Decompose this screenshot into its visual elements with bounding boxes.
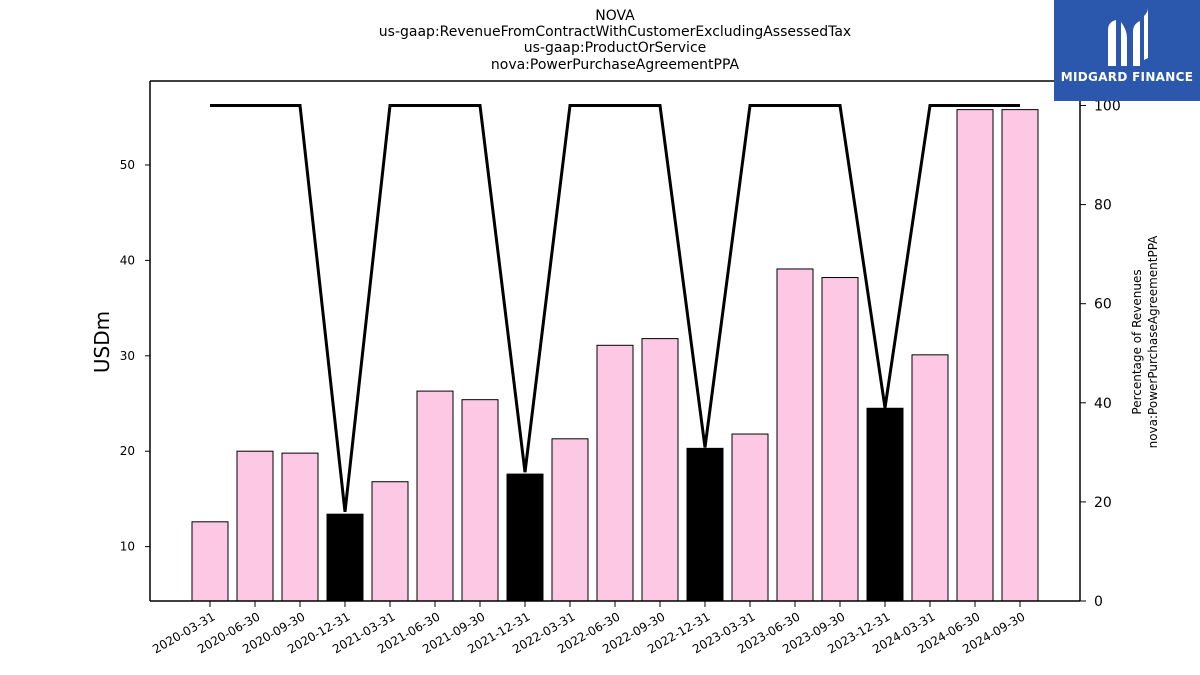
right-tick-label: 80	[1094, 198, 1112, 214]
bar-2022-09-30	[641, 338, 679, 602]
percentage-line-series	[210, 104, 1020, 512]
y-axis-label-right: Percentage of Revenues nova:PowerPurchas…	[1130, 235, 1160, 449]
title-line-2: us-gaap:RevenueFromContractWithCustomerE…	[379, 24, 851, 40]
y-axis-label-left: USDm	[90, 311, 114, 373]
title-line-1: NOVA	[595, 8, 635, 24]
bar-2021-03-31	[371, 481, 409, 602]
title-line-3: us-gaap:ProductOrService	[524, 40, 707, 56]
left-tick-label: 20	[120, 444, 135, 458]
logo-text: MIDGARD FINANCE	[1060, 70, 1194, 84]
bar-2021-09-30	[461, 399, 499, 602]
right-tick-label: 0	[1094, 594, 1103, 610]
midgard-finance-logo: MIDGARD FINANCE	[1054, 0, 1200, 101]
chart-title: NOVA us-gaap:RevenueFromContractWithCust…	[379, 8, 851, 73]
y-axis-label-right-line-1: Percentage of Revenues	[1130, 269, 1144, 414]
title-line-4: nova:PowerPurchaseAgreementPPA	[491, 57, 740, 73]
midgard-logo-icon	[1108, 8, 1148, 66]
bar-2023-09-30	[821, 277, 859, 602]
right-tick-label: 40	[1094, 396, 1112, 412]
bar-2022-06-30	[596, 344, 634, 602]
right-tick-label: 100	[1094, 99, 1121, 115]
bar-2023-03-31	[731, 433, 769, 602]
bar-2020-03-31	[191, 521, 229, 602]
bar-2021-12-31	[506, 473, 544, 602]
bar-2020-12-31	[326, 513, 364, 602]
bar-2020-09-30	[281, 452, 319, 602]
bar-2021-06-30	[416, 390, 454, 602]
bar-2023-06-30	[776, 268, 814, 602]
bar-2022-03-31	[551, 438, 589, 602]
left-tick-label: 10	[120, 540, 135, 554]
y-axis-label-right-line-2: nova:PowerPurchaseAgreementPPA	[1146, 235, 1160, 449]
bar-2024-09-30	[1001, 109, 1039, 602]
bar-series	[191, 109, 1039, 602]
right-tick-label: 60	[1094, 297, 1112, 313]
bar-2023-12-31	[866, 407, 904, 602]
left-tick-label: 50	[120, 158, 135, 172]
left-tick-label: 30	[120, 349, 135, 363]
left-tick-label: 40	[120, 253, 135, 267]
bar-2020-06-30	[236, 450, 274, 602]
bar-2024-03-31	[911, 354, 949, 602]
right-tick-label: 20	[1094, 495, 1112, 511]
bar-2022-12-31	[686, 447, 724, 602]
percentage-line	[210, 104, 1020, 512]
bar-2024-06-30	[956, 109, 994, 602]
